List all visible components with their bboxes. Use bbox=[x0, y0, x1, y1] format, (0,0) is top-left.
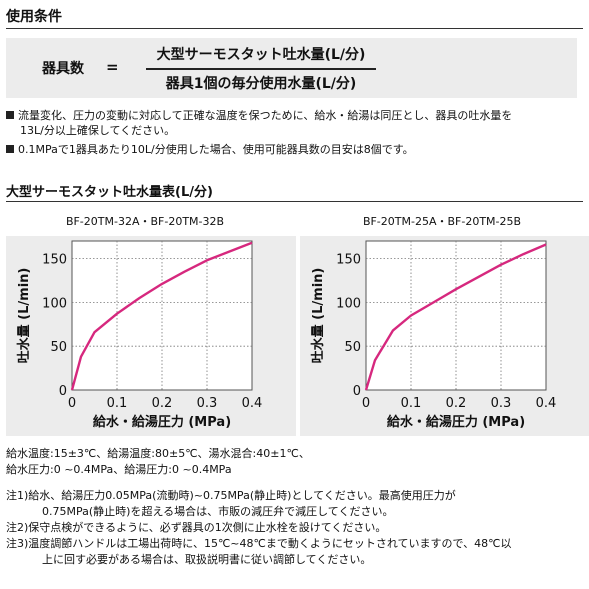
x-tick-label: 0.1 bbox=[401, 396, 422, 411]
formula-fraction-bar bbox=[146, 68, 376, 70]
footnote-3: 注3)温度調節ハンドルは工場出荷時に、15℃~48℃まで動くようにセットされてい… bbox=[6, 537, 512, 550]
y-tick-label: 50 bbox=[344, 340, 361, 355]
chart-left: 0 0.1 0.2 0.3 0.4 0 50 100 150 給水・給湯圧力 (MPa) 吐水量 (… bbox=[16, 240, 263, 430]
note-2: 0.1MPaで1器具あたり10L/分使用した場合、使用可能器具数の目安は8個です… bbox=[6, 142, 414, 157]
y-tick-label: 50 bbox=[50, 340, 67, 355]
x-axis-label: 給水・給湯圧力 (MPa) bbox=[93, 414, 231, 430]
footnote-1: 注1)給水、給湯圧力0.05MPa(流動時)~0.75MPa(静止時)としてくだ… bbox=[6, 489, 456, 502]
conditions: 給水温度:15±3℃、給湯温度:80±5℃、湯水混合:40±1℃、 給水圧力:0… bbox=[6, 446, 310, 478]
y-tick-label: 100 bbox=[42, 296, 67, 311]
series-line bbox=[364, 243, 547, 391]
condition-line-1: 給水温度:15±3℃、給湯温度:80±5℃、湯水混合:40±1℃、 bbox=[6, 447, 310, 460]
y-tick-label: 150 bbox=[336, 253, 361, 268]
y-axis-label: 吐水量 (L/min) bbox=[310, 268, 326, 364]
chart-right: 0 0.1 0.2 0.3 0.4 0 50 100 150 給水・給湯圧力 (MPa) 吐水量 (… bbox=[310, 240, 557, 430]
formula-equals: = bbox=[106, 58, 119, 76]
bullet-square-icon bbox=[6, 145, 14, 153]
graph-box-left: 0 0.1 0.2 0.3 0.4 0 50 100 150 給水・給湯圧力 (MPa) 吐水量 (… bbox=[6, 236, 296, 436]
x-tick-label: 0 bbox=[362, 396, 370, 411]
formula-denominator: 器具1個の毎分使用水量(L/分) bbox=[165, 76, 357, 92]
y-tick-label: 150 bbox=[42, 253, 67, 268]
section-title: 使用条件 bbox=[6, 9, 62, 25]
chart-section-title: 大型サーモスタット吐水量表(L/分) bbox=[6, 185, 213, 200]
note-1-cont: 13L/分以上確保してください。 bbox=[20, 124, 176, 137]
x-tick-label: 0.2 bbox=[446, 396, 467, 411]
footnotes: 注1)給水、給湯圧力0.05MPa(流動時)~0.75MPa(静止時)としてくだ… bbox=[6, 488, 511, 568]
y-tick-label: 0 bbox=[59, 384, 67, 399]
x-tick-label: 0 bbox=[68, 396, 76, 411]
y-tick-label: 0 bbox=[353, 384, 361, 399]
graph-label-left: BF-20TM-32A・BF-20TM-32B bbox=[65, 215, 225, 228]
x-tick-label: 0.3 bbox=[197, 396, 218, 411]
footnote-2: 注2)保守点検ができるように、必ず器具の1次側に止水栓を設けてください。 bbox=[6, 521, 387, 534]
note-1-text: 流量変化、圧力の変動に対応して正確な温度を保つために、給水・給湯は同圧とし、器具… bbox=[18, 109, 513, 122]
y-tick-label: 100 bbox=[336, 296, 361, 311]
footnote-3-cont: 上に回す必要がある場合は、取扱説明書に従い調節してください。 bbox=[42, 553, 372, 566]
bullet-square-icon bbox=[6, 111, 14, 119]
condition-line-2: 給水圧力:0 ~0.4MPa、給湯圧力:0 ~0.4MPa bbox=[6, 463, 232, 476]
x-tick-label: 0.2 bbox=[152, 396, 173, 411]
x-tick-label: 0.4 bbox=[242, 396, 263, 411]
graph-label-right: BF-20TM-25A・BF-20TM-25B bbox=[362, 215, 522, 228]
x-tick-label: 0.4 bbox=[536, 396, 557, 411]
y-axis-label: 吐水量 (L/min) bbox=[16, 268, 32, 364]
note-2-text: 0.1MPaで1器具あたり10L/分使用した場合、使用可能器具数の目安は8個です… bbox=[18, 143, 414, 156]
series-line bbox=[70, 241, 253, 391]
graph-box-right: 0 0.1 0.2 0.3 0.4 0 50 100 150 給水・給湯圧力 (MPa) 吐水量 (… bbox=[300, 236, 589, 436]
formula-box: 器具数 = 大型サーモスタット吐水量(L/分) 器具1個の毎分使用水量(L/分) bbox=[6, 38, 577, 98]
note-1: 流量変化、圧力の変動に対応して正確な温度を保つために、給水・給湯は同圧とし、器具… bbox=[6, 108, 512, 123]
x-axis-label: 給水・給湯圧力 (MPa) bbox=[387, 414, 525, 430]
formula-numerator: 大型サーモスタット吐水量(L/分) bbox=[156, 47, 366, 63]
chart-section-rule bbox=[6, 201, 583, 202]
formula-lhs: 器具数 bbox=[42, 61, 84, 77]
x-tick-label: 0.1 bbox=[107, 396, 128, 411]
x-tick-label: 0.3 bbox=[491, 396, 512, 411]
footnote-1-cont: 0.75MPa(静止時)を超える場合は、市販の減圧弁で減圧してください。 bbox=[42, 505, 394, 518]
section-rule bbox=[6, 28, 583, 29]
